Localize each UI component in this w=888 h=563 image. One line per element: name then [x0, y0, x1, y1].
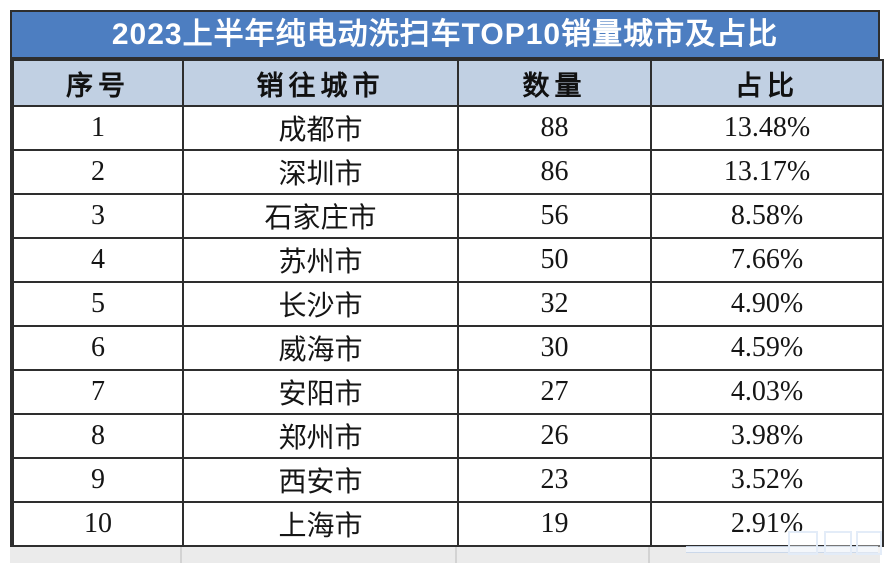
- table-row: 8 郑州市 26 3.98%: [12, 413, 884, 459]
- city-cell: 西安市: [182, 457, 459, 503]
- quantity-cell: 26: [457, 413, 652, 459]
- city-cell: 长沙市: [182, 281, 459, 327]
- col-header-share: 占比: [650, 59, 884, 107]
- share-cell: 2.91%: [650, 501, 884, 547]
- city-cell: 成都市: [182, 105, 459, 151]
- share-cell: 3.52%: [650, 457, 884, 503]
- city-cell: 石家庄市: [182, 193, 459, 239]
- next-row-stub: [10, 547, 880, 563]
- quantity-cell: 86: [457, 149, 652, 195]
- share-cell: 4.90%: [650, 281, 884, 327]
- city-cell: 郑州市: [182, 413, 459, 459]
- table-title: 2023上半年纯电动洗扫车TOP10销量城市及占比: [12, 12, 878, 59]
- share-cell: 3.98%: [650, 413, 884, 459]
- stub-gridline: [648, 547, 650, 563]
- quantity-cell: 19: [457, 501, 652, 547]
- rank-cell: 2: [12, 149, 184, 195]
- col-header-quantity: 数量: [457, 59, 652, 107]
- rank-cell: 1: [12, 105, 184, 151]
- table-row: 3 石家庄市 56 8.58%: [12, 193, 884, 239]
- quantity-cell: 32: [457, 281, 652, 327]
- table-row: 4 苏州市 50 7.66%: [12, 237, 884, 283]
- share-cell: 4.59%: [650, 325, 884, 371]
- share-cell: 13.48%: [650, 105, 884, 151]
- rank-cell: 9: [12, 457, 184, 503]
- share-cell: 13.17%: [650, 149, 884, 195]
- stub-gridline: [455, 547, 457, 563]
- table-row: 2 深圳市 86 13.17%: [12, 149, 884, 195]
- rank-cell: 10: [12, 501, 184, 547]
- table-row: 7 安阳市 27 4.03%: [12, 369, 884, 415]
- table-row: 10 上海市 19 2.91%: [12, 501, 884, 547]
- city-cell: 苏州市: [182, 237, 459, 283]
- rank-cell: 5: [12, 281, 184, 327]
- share-cell: 4.03%: [650, 369, 884, 415]
- share-cell: 7.66%: [650, 237, 884, 283]
- col-header-city: 销往城市: [182, 59, 459, 107]
- sales-table: 序号 销往城市 数量 占比 1 成都市 88 13.48% 2 深圳市 86 1: [12, 59, 884, 547]
- quantity-cell: 23: [457, 457, 652, 503]
- city-cell: 安阳市: [182, 369, 459, 415]
- quantity-cell: 88: [457, 105, 652, 151]
- quantity-cell: 56: [457, 193, 652, 239]
- quantity-cell: 27: [457, 369, 652, 415]
- sales-table-container: 2023上半年纯电动洗扫车TOP10销量城市及占比 序号 销往城市 数量 占比 …: [10, 10, 884, 549]
- rank-cell: 8: [12, 413, 184, 459]
- table-row: 1 成都市 88 13.48%: [12, 105, 884, 151]
- stub-gridline: [180, 547, 182, 563]
- table-row: 9 西安市 23 3.52%: [12, 457, 884, 503]
- share-cell: 8.58%: [650, 193, 884, 239]
- table-row: 6 威海市 30 4.59%: [12, 325, 884, 371]
- rank-cell: 3: [12, 193, 184, 239]
- quantity-cell: 30: [457, 325, 652, 371]
- rank-cell: 4: [12, 237, 184, 283]
- col-header-rank: 序号: [12, 59, 184, 107]
- quantity-cell: 50: [457, 237, 652, 283]
- rank-cell: 7: [12, 369, 184, 415]
- city-cell: 上海市: [182, 501, 459, 547]
- table-header-row: 序号 销往城市 数量 占比: [12, 59, 884, 107]
- city-cell: 深圳市: [182, 149, 459, 195]
- rank-cell: 6: [12, 325, 184, 371]
- table-row: 5 长沙市 32 4.90%: [12, 281, 884, 327]
- city-cell: 威海市: [182, 325, 459, 371]
